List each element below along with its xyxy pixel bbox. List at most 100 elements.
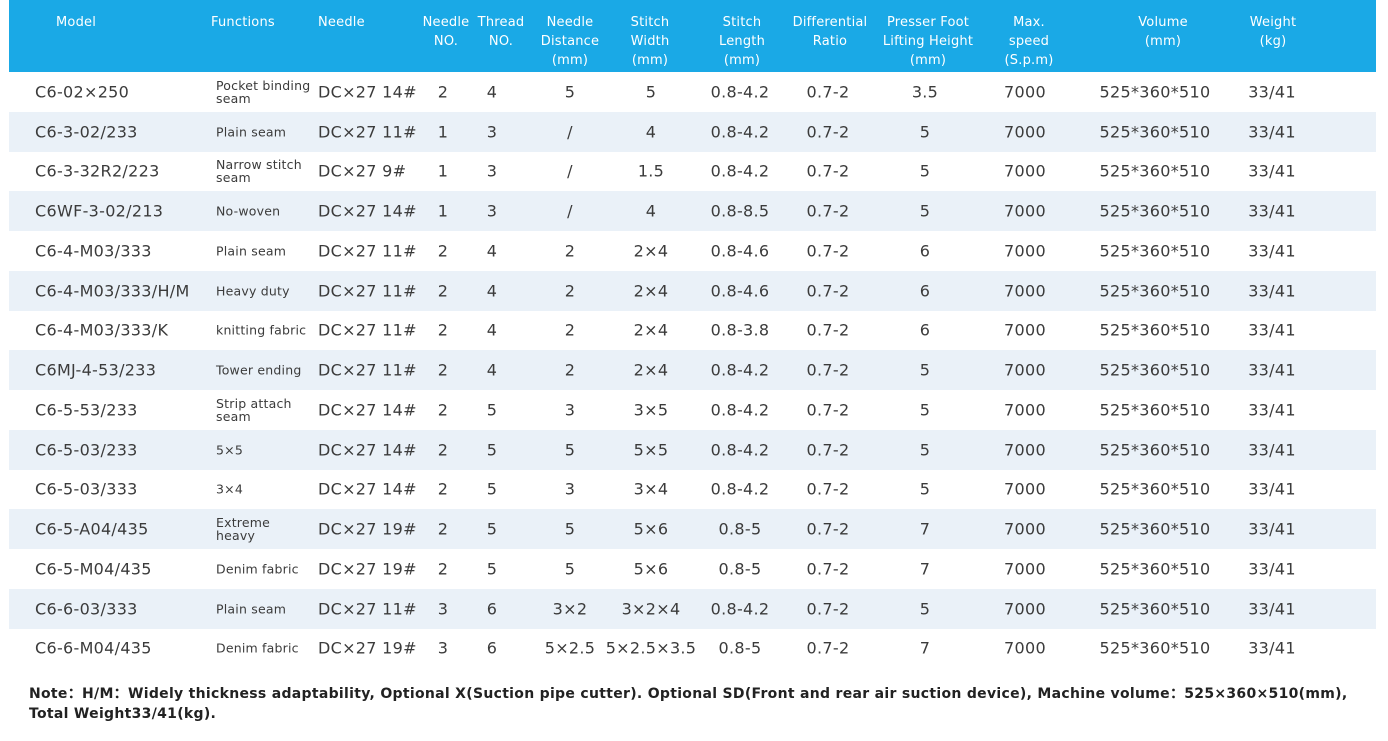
table-row: C6-02×250 Pocket binding seam DC×27 14# 2 4 5… — [9, 72, 1376, 112]
cell-needle-distance: 5 — [564, 559, 576, 579]
cell-needle-distance: 2 — [564, 241, 576, 261]
cell-needle-no: 2 — [437, 320, 449, 340]
header-functions: Functions — [211, 15, 275, 30]
cell-presser-foot: 5 — [919, 440, 931, 460]
cell-functions: Pocket binding seam — [216, 77, 311, 106]
cell-max-speed: 7000 — [1004, 638, 1046, 658]
cell-max-speed: 7000 — [1004, 400, 1046, 420]
cell-weight: 33/41 — [1248, 201, 1296, 221]
cell-needle: DC×27 19# — [318, 559, 417, 579]
cell-needle: DC×27 14# — [318, 440, 417, 460]
cell-stitch-width: 5×6 — [633, 559, 669, 579]
header-needle: Needle — [318, 15, 365, 30]
cell-needle-no: 2 — [437, 360, 449, 380]
cell-needle: DC×27 14# — [318, 201, 417, 221]
cell-needle: DC×27 14# — [318, 82, 417, 102]
cell-presser-foot: 5 — [919, 360, 931, 380]
cell-max-speed: 7000 — [1004, 440, 1046, 460]
cell-thread-no: 3 — [486, 161, 498, 181]
cell-max-speed: 7000 — [1004, 122, 1046, 142]
header-stitch-length: Stitch Length (mm) — [718, 15, 766, 68]
cell-needle-distance: 5 — [564, 440, 576, 460]
cell-stitch-width: 4 — [645, 122, 657, 142]
table-row: C6-4-M03/333/H/M Heavy duty DC×27 11# 2 4 2 2×… — [9, 270, 1376, 311]
cell-needle-no: 1 — [437, 201, 449, 221]
cell-needle: DC×27 19# — [318, 519, 417, 539]
cell-stitch-width: 2×4 — [633, 281, 669, 301]
cell-presser-foot: 5 — [919, 201, 931, 221]
cell-needle-no: 2 — [437, 82, 449, 102]
cell-functions: 3×4 — [216, 481, 243, 497]
cell-max-speed: 7000 — [1004, 82, 1046, 102]
cell-max-speed: 7000 — [1004, 360, 1046, 380]
header-stitch-width: Stitch Width (mm) — [630, 15, 670, 68]
cell-stitch-width: 5×5 — [633, 440, 669, 460]
cell-presser-foot: 6 — [919, 320, 931, 340]
cell-presser-foot: 7 — [919, 559, 931, 579]
cell-functions: Plain seam — [216, 124, 287, 140]
cell-needle: DC×27 14# — [318, 400, 417, 420]
cell-needle-no: 2 — [437, 241, 449, 261]
cell-functions: Narrow stitch seam — [216, 157, 302, 186]
cell-presser-foot: 7 — [919, 638, 931, 658]
cell-weight: 33/41 — [1248, 241, 1296, 261]
cell-functions: Tower ending — [216, 362, 302, 378]
cell-stitch-length: 0.8-5 — [718, 559, 762, 579]
cell-model: C6-5-03/233 — [35, 440, 138, 460]
cell-max-speed: 7000 — [1004, 281, 1046, 301]
spec-table: Model Functions Needle Needle NO. Thread… — [9, 0, 1376, 669]
cell-stitch-length: 0.8-8.5 — [710, 201, 770, 221]
header-needle-distance: Needle Distance (mm) — [540, 15, 600, 68]
table-header: Model Functions Needle Needle NO. Thread… — [9, 0, 1376, 72]
cell-weight: 33/41 — [1248, 82, 1296, 102]
table-row: C6-5-03/233 5×5 DC×27 14# 2 5 5 5×5 0.8-4.2 0.7-… — [9, 429, 1376, 470]
cell-volume: 525*360*510 — [1099, 161, 1211, 181]
cell-stitch-width: 1.5 — [637, 161, 665, 181]
cell-weight: 33/41 — [1248, 479, 1296, 499]
table-row: C6-5-A04/435 Extreme heavy DC×27 19# 2 5 5 5×6… — [9, 509, 1376, 549]
cell-needle: DC×27 11# — [318, 241, 417, 261]
cell-differential-ratio: 0.7-2 — [806, 400, 850, 420]
header-thread-no: Thread NO. — [477, 15, 525, 49]
cell-weight: 33/41 — [1248, 519, 1296, 539]
cell-needle: DC×27 19# — [318, 638, 417, 658]
cell-stitch-length: 0.8-4.2 — [710, 360, 770, 380]
cell-weight: 33/41 — [1248, 400, 1296, 420]
cell-volume: 525*360*510 — [1099, 201, 1211, 221]
table-row: C6-6-03/333 Plain seam DC×27 11# 3 6 3×2 3×2×4… — [9, 588, 1376, 629]
cell-stitch-width: 2×4 — [633, 320, 669, 340]
cell-stitch-width: 5 — [645, 82, 657, 102]
cell-differential-ratio: 0.7-2 — [806, 82, 850, 102]
cell-volume: 525*360*510 — [1099, 82, 1211, 102]
cell-max-speed: 7000 — [1004, 241, 1046, 261]
cell-stitch-length: 0.8-4.2 — [710, 400, 770, 420]
cell-weight: 33/41 — [1248, 440, 1296, 460]
cell-presser-foot: 5 — [919, 599, 931, 619]
cell-max-speed: 7000 — [1004, 161, 1046, 181]
cell-differential-ratio: 0.7-2 — [806, 519, 850, 539]
cell-model: C6-4-M03/333 — [35, 241, 152, 261]
cell-stitch-length: 0.8-4.2 — [710, 599, 770, 619]
cell-needle-no: 1 — [437, 122, 449, 142]
cell-differential-ratio: 0.7-2 — [806, 599, 850, 619]
cell-max-speed: 7000 — [1004, 559, 1046, 579]
cell-differential-ratio: 0.7-2 — [806, 281, 850, 301]
cell-stitch-width: 2×4 — [633, 241, 669, 261]
cell-thread-no: 4 — [486, 82, 498, 102]
cell-functions: Denim fabric — [216, 561, 299, 577]
cell-functions: Strip attach seam — [216, 395, 292, 424]
cell-model: C6-5-A04/435 — [35, 519, 149, 539]
cell-stitch-length: 0.8-5 — [718, 519, 762, 539]
cell-volume: 525*360*510 — [1099, 320, 1211, 340]
cell-thread-no: 3 — [486, 122, 498, 142]
cell-differential-ratio: 0.7-2 — [806, 320, 850, 340]
cell-differential-ratio: 0.7-2 — [806, 201, 850, 221]
table-row: C6MJ-4-53/233 Tower ending DC×27 11# 2 4 2 2×4… — [9, 350, 1376, 390]
cell-volume: 525*360*510 — [1099, 400, 1211, 420]
cell-model: C6-4-M03/333/H/M — [35, 281, 190, 301]
cell-needle-no: 2 — [437, 440, 449, 460]
cell-needle-no: 2 — [437, 519, 449, 539]
cell-differential-ratio: 0.7-2 — [806, 559, 850, 579]
cell-needle-no: 1 — [437, 161, 449, 181]
cell-volume: 525*360*510 — [1099, 122, 1211, 142]
